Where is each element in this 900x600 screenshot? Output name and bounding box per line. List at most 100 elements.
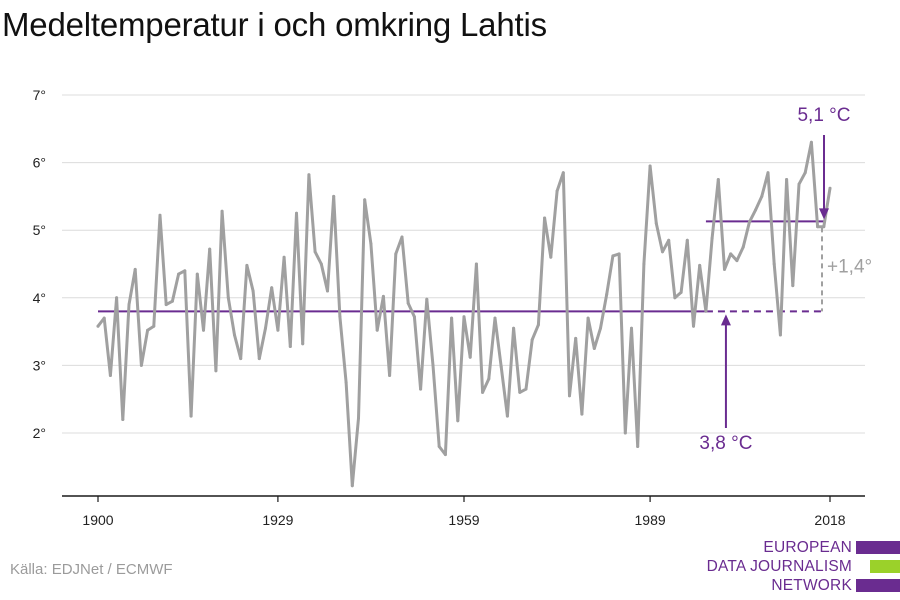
data-point [456, 419, 460, 423]
data-point [406, 301, 410, 305]
data-point [139, 363, 143, 367]
data-point [133, 267, 137, 271]
chart-title: Medeltemperatur i och omkring Lahtis [2, 6, 547, 43]
data-point [561, 171, 565, 175]
data-point [332, 194, 336, 198]
data-point [102, 316, 106, 320]
data-point [828, 186, 832, 190]
data-point [301, 342, 305, 346]
data-point [580, 412, 584, 416]
data-point [772, 262, 776, 266]
logo-line-2: DATA JOURNALISM [706, 558, 852, 575]
data-point [505, 414, 509, 418]
x-axis-ticks: 1900 1929 1959 1989 2018 [82, 496, 846, 528]
data-point [295, 211, 298, 215]
recent-label: 5,1 °C [797, 105, 850, 126]
data-point [710, 236, 714, 240]
data-point [208, 247, 212, 251]
data-point [257, 357, 261, 361]
data-point [617, 252, 621, 256]
data-point [264, 326, 267, 330]
data-point [667, 238, 671, 242]
y-tick-label: 5° [33, 222, 46, 238]
data-point [642, 262, 646, 266]
data-point [419, 387, 423, 391]
data-point [96, 324, 100, 328]
y-tick-label: 6° [33, 155, 46, 171]
data-point [741, 245, 745, 249]
y-tick-label: 4° [33, 290, 46, 306]
data-point [574, 336, 578, 340]
data-point [307, 173, 311, 177]
data-point [735, 259, 739, 263]
edjnet-logo: EUROPEAN DATA JOURNALISM NETWORK [700, 538, 900, 598]
data-point [599, 326, 602, 330]
data-point [518, 390, 522, 394]
data-point [443, 453, 447, 457]
data-point [226, 296, 230, 300]
data-point [326, 289, 329, 293]
data-point [412, 315, 416, 319]
data-point [108, 374, 112, 377]
annotations: +1,4° 3,8 °C 5,1 °C [699, 105, 872, 454]
data-point [183, 269, 187, 273]
x-tick-label: 1900 [82, 512, 113, 528]
data-point [716, 178, 720, 181]
data-point [661, 250, 664, 254]
logo-bar-1 [856, 541, 900, 554]
data-point [754, 208, 758, 212]
y-tick-label: 3° [33, 357, 46, 373]
data-point [623, 431, 627, 435]
data-point [431, 363, 435, 367]
source-note: Källa: EDJNet / ECMWF [10, 561, 173, 578]
series-group [96, 140, 832, 488]
data-point [313, 250, 317, 254]
data-point [654, 221, 658, 225]
data-point [605, 292, 609, 296]
data-point [698, 263, 702, 267]
data-point [797, 182, 801, 186]
data-point [524, 387, 528, 391]
data-point [648, 164, 652, 168]
data-point [673, 296, 677, 300]
logo-bar-2 [870, 560, 900, 573]
data-point [586, 316, 590, 320]
x-tick-label: 2018 [814, 512, 845, 528]
data-point [288, 345, 292, 348]
data-point [251, 289, 255, 293]
data-point [245, 263, 249, 267]
data-point [177, 272, 181, 276]
data-point [530, 338, 534, 342]
data-point [214, 369, 218, 373]
data-point [766, 171, 770, 175]
data-point [549, 255, 553, 259]
data-point [233, 333, 236, 337]
difference-label: +1,4° [827, 256, 872, 277]
data-point [555, 189, 559, 193]
data-point [319, 262, 323, 266]
data-point [450, 316, 454, 320]
data-point [202, 328, 205, 332]
data-point [437, 445, 441, 448]
data-point [270, 286, 274, 290]
data-point [481, 390, 485, 394]
data-point [592, 347, 596, 350]
data-point [338, 315, 342, 319]
data-point [152, 324, 156, 328]
data-point [704, 309, 708, 313]
data-point [822, 225, 826, 229]
data-point [350, 484, 354, 488]
data-point [729, 252, 733, 256]
data-point [468, 355, 472, 359]
data-point [636, 445, 640, 448]
data-point [630, 326, 633, 330]
data-point [499, 365, 503, 369]
data-point [512, 326, 516, 330]
data-point [679, 290, 683, 294]
grid-lines [62, 94, 865, 434]
recent-arrow-head [819, 208, 829, 220]
data-point [791, 284, 795, 288]
data-point [121, 418, 125, 421]
data-point [239, 357, 243, 361]
y-axis-ticks: 2° 3° 4° 5° 6° 7° [33, 87, 46, 441]
